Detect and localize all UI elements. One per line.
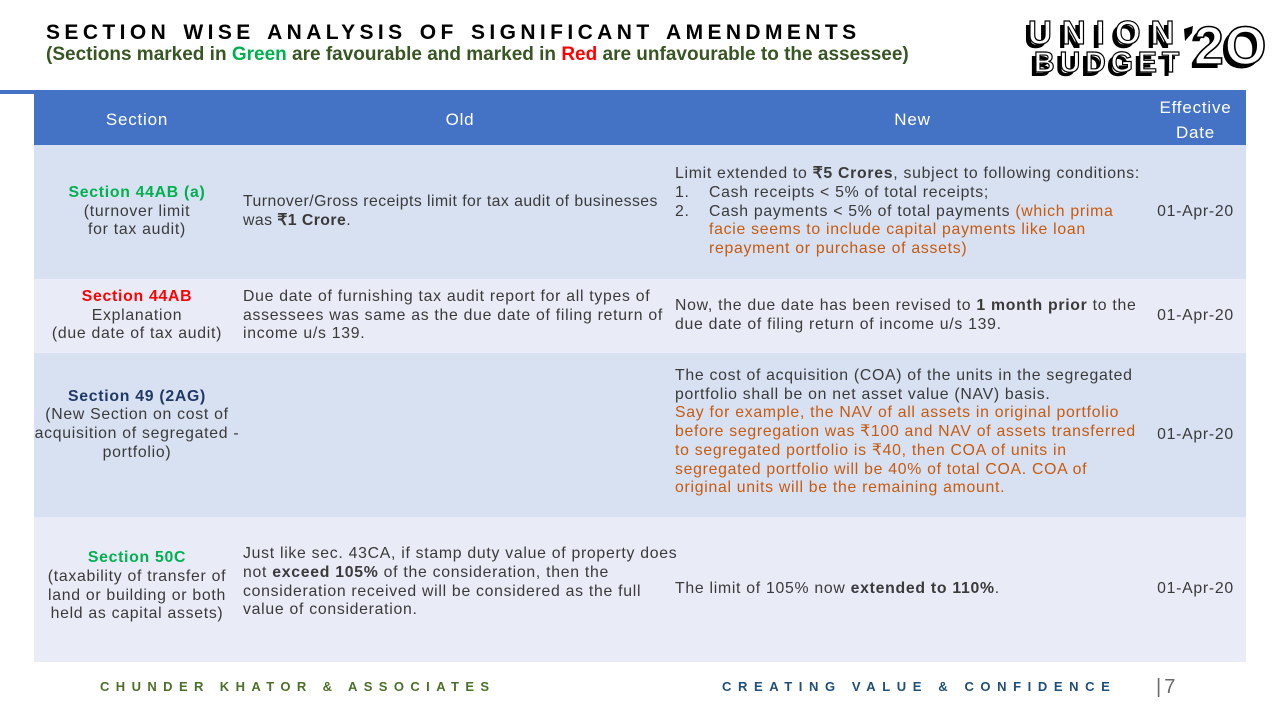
svg-text:BUDGET: BUDGET (1030, 51, 1180, 83)
svg-text:2O: 2O (1190, 21, 1263, 80)
svg-text:UNION: UNION (1028, 14, 1184, 51)
svg-text:UNION: UNION (1024, 18, 1180, 55)
svg-text:BUDGET: BUDGET (1034, 47, 1184, 79)
svg-text:2O: 2O (1194, 17, 1267, 76)
